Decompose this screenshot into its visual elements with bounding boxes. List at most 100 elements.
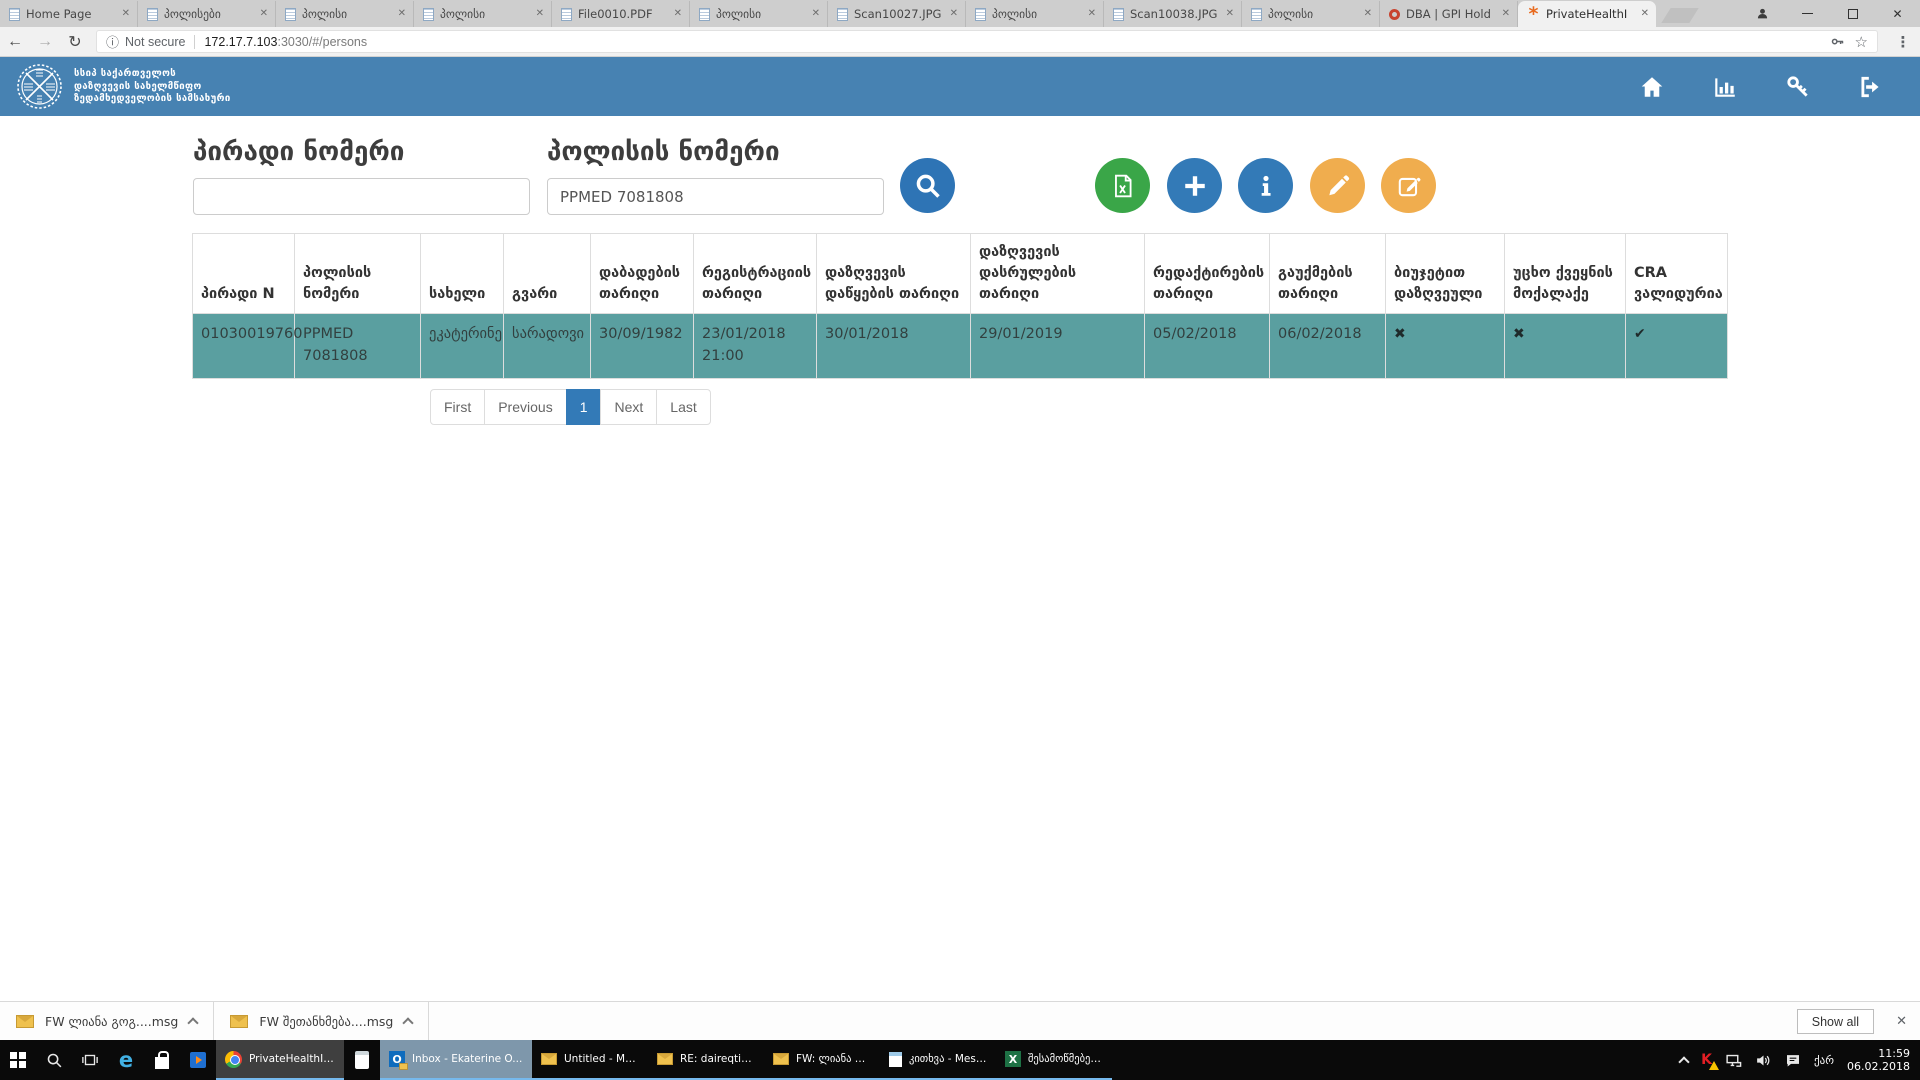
calculator-button[interactable]: [344, 1040, 380, 1080]
network-tray-icon[interactable]: [1725, 1053, 1742, 1068]
pagination-first[interactable]: First: [430, 389, 486, 425]
tab-scan10038-jpg[interactable]: Scan10038.JPG ✕: [1104, 1, 1242, 27]
tab-close-icon[interactable]: ✕: [259, 8, 268, 19]
tab-policy[interactable]: პოლისი ✕: [966, 1, 1104, 27]
bar-chart-icon: [1715, 78, 1735, 97]
home-button[interactable]: [1639, 74, 1665, 100]
kaspersky-tray-icon[interactable]: K: [1701, 1052, 1720, 1070]
message-window-icon: [889, 1051, 902, 1067]
show-all-downloads-button[interactable]: Show all: [1796, 1009, 1874, 1034]
profile-button[interactable]: [1740, 0, 1785, 27]
tab-policy[interactable]: პოლისი ✕: [1242, 1, 1380, 27]
outlook-icon: O: [389, 1051, 408, 1070]
taskbar-clock[interactable]: 11:59 06.02.2018: [1847, 1047, 1910, 1074]
tab-close-icon[interactable]: ✕: [1225, 8, 1234, 19]
logout-icon: [1861, 76, 1879, 98]
tab-close-icon[interactable]: ✕: [673, 8, 682, 19]
cell-first-name: ეკატერინე: [420, 313, 504, 379]
col-budget-insured: ბიუჯეტით დაზღვეული: [1385, 232, 1505, 315]
tab-close-icon[interactable]: ✕: [1087, 8, 1096, 19]
volume-tray-icon[interactable]: [1755, 1053, 1772, 1068]
close-window-button[interactable]: ✕: [1875, 0, 1920, 27]
personal-number-input[interactable]: [193, 178, 530, 215]
taskbar-message-window-2[interactable]: RE: daireqtis proble...: [648, 1040, 764, 1080]
tab-file0010-pdf[interactable]: File0010.PDF ✕: [552, 1, 690, 27]
bookmark-star-icon[interactable]: ☆: [1854, 33, 1868, 51]
tab-policy[interactable]: პოლისი ✕: [414, 1, 552, 27]
taskbar-chrome-window[interactable]: PrivateHealthInsura...: [216, 1040, 344, 1080]
edge-button[interactable]: e: [108, 1040, 144, 1080]
pagination-previous[interactable]: Previous: [484, 389, 567, 425]
password-key-icon[interactable]: [1830, 34, 1845, 49]
chevron-up-icon[interactable]: [187, 1017, 200, 1029]
download-item-2[interactable]: FW შეთანხმება....msg: [214, 1002, 430, 1040]
taskbar-search-button[interactable]: [36, 1040, 72, 1080]
add-button[interactable]: [1167, 158, 1222, 213]
omnibox-divider: [194, 34, 196, 49]
tab-close-icon[interactable]: ✕: [397, 8, 406, 19]
tab-close-icon[interactable]: ✕: [1501, 8, 1510, 19]
pagination-next[interactable]: Next: [600, 389, 658, 425]
chrome-menu-icon[interactable]: ⋮: [1895, 33, 1911, 51]
tab-policy[interactable]: პოლისი ✕: [690, 1, 828, 27]
pagination-last[interactable]: Last: [656, 389, 711, 425]
dba-favicon: [1389, 8, 1400, 20]
export-excel-button[interactable]: [1095, 158, 1150, 213]
tab-close-icon[interactable]: ✕: [535, 8, 544, 19]
address-bar[interactable]: ⓘ Not secure 172.17.7.103 :3030/#/person…: [96, 30, 1878, 53]
taskbar-message-window-3[interactable]: FW: ლიანა გოგია...: [764, 1040, 880, 1080]
start-button[interactable]: [0, 1040, 36, 1080]
envelope-icon: [16, 1014, 34, 1028]
restore-button[interactable]: [1830, 0, 1875, 27]
minimize-button[interactable]: [1785, 0, 1830, 27]
tab-close-icon[interactable]: ✕: [949, 8, 958, 19]
tab-close-icon[interactable]: ✕: [1640, 8, 1649, 19]
media-app-button[interactable]: [180, 1040, 216, 1080]
taskbar-outlook-window[interactable]: O Inbox - Ekaterine O...: [380, 1040, 532, 1080]
info-button[interactable]: [1238, 158, 1293, 213]
refresh-button[interactable]: ↻: [68, 33, 82, 51]
search-button[interactable]: [900, 158, 955, 213]
tab-dba-gpi[interactable]: DBA | GPI Hold ✕: [1380, 1, 1518, 27]
logout-button[interactable]: [1858, 74, 1884, 100]
forward-button[interactable]: →: [37, 32, 53, 50]
task-view-button[interactable]: [72, 1040, 108, 1080]
pagination-page-1[interactable]: 1: [565, 389, 602, 425]
tab-home-page[interactable]: Home Page ✕: [0, 1, 138, 27]
cell-insurance-start: 30/01/2018: [816, 313, 971, 379]
tab-scan10027-jpg[interactable]: Scan10027.JPG ✕: [828, 1, 966, 27]
edit-button[interactable]: [1310, 158, 1365, 213]
taskbar-message-window-4[interactable]: კითხვა - Message ...: [880, 1040, 996, 1080]
tab-policies[interactable]: პოლისები ✕: [138, 1, 276, 27]
org-logo: [17, 64, 62, 109]
policy-number-input[interactable]: [547, 178, 884, 215]
chevron-up-icon[interactable]: [402, 1017, 415, 1029]
new-tab-button[interactable]: [1661, 8, 1699, 23]
store-button[interactable]: [144, 1040, 180, 1080]
url-host: 172.17.7.103: [204, 34, 278, 49]
table-row[interactable]: 01030019760 PPMED 7081808 ეკატერინე სარა…: [192, 313, 1728, 379]
tab-close-icon[interactable]: ✕: [811, 8, 820, 19]
col-first-name: სახელი: [420, 232, 504, 315]
cell-foreign-citizen-x: ✖: [1504, 313, 1626, 379]
edit-form-button[interactable]: [1381, 158, 1436, 213]
keyboard-language-indicator[interactable]: ქარ: [1814, 1053, 1835, 1067]
downloads-close-icon[interactable]: ✕: [1896, 1013, 1907, 1028]
personal-number-label: პირადი ნომერი: [193, 137, 405, 167]
tray-chevron-icon[interactable]: [1678, 1056, 1690, 1068]
page-favicon: [975, 7, 986, 21]
col-edit-date: რედაქტირების თარიღი: [1144, 232, 1270, 315]
info-icon: [1261, 175, 1271, 196]
download-item-1[interactable]: FW ლიანა გოგ....msg: [0, 1002, 215, 1040]
tab-privatehealth-active[interactable]: * PrivateHealthI ✕: [1518, 1, 1656, 27]
tab-policy[interactable]: პოლისი ✕: [276, 1, 414, 27]
notification-tray-icon[interactable]: [1785, 1053, 1801, 1068]
page-info-icon[interactable]: ⓘ: [106, 35, 120, 50]
back-button[interactable]: ←: [7, 32, 23, 50]
statistics-button[interactable]: [1712, 74, 1738, 100]
access-button[interactable]: [1785, 74, 1811, 100]
taskbar-message-window-1[interactable]: Untitled - Message ...: [532, 1040, 648, 1080]
tab-close-icon[interactable]: ✕: [121, 8, 130, 19]
tab-close-icon[interactable]: ✕: [1363, 8, 1372, 19]
taskbar-excel-window[interactable]: X შესამოწმებელი ...: [996, 1040, 1112, 1080]
